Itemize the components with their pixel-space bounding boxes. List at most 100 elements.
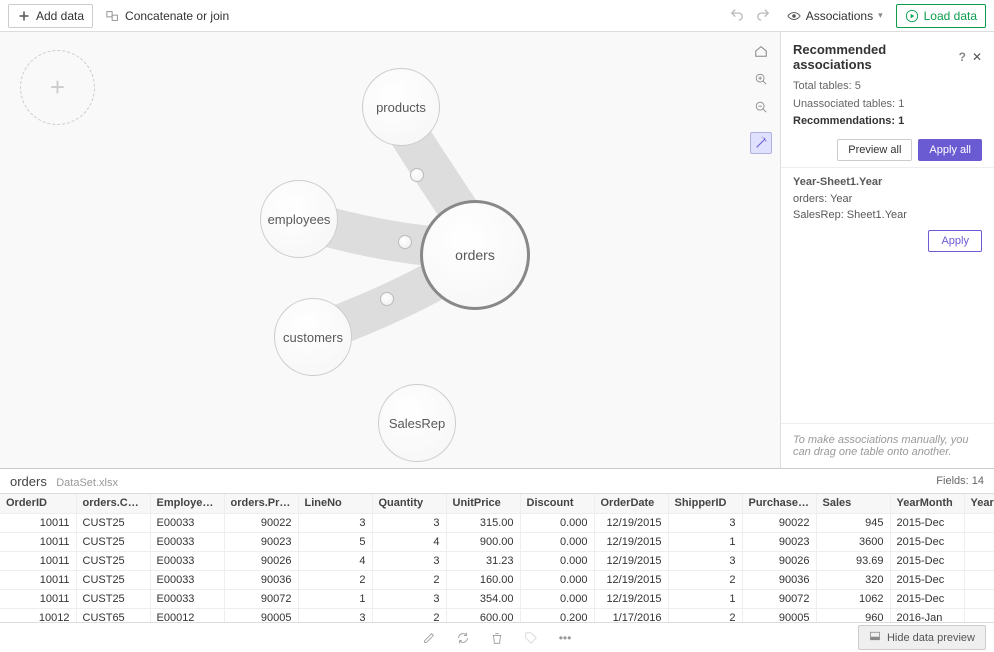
table-node-customers[interactable]: customers [274,298,352,376]
table-column-header[interactable]: Sales [816,494,890,513]
table-column-header[interactable]: EmployeeKey [150,494,224,513]
concatenate-icon [106,9,120,23]
table-column-header[interactable]: UnitPrice [446,494,520,513]
tag-icon[interactable] [523,630,539,646]
recommendation-item[interactable]: Year-Sheet1.Year orders: Year SalesRep: … [781,167,994,260]
table-column-header[interactable]: orders.Cust... [76,494,150,513]
table-cell: 4 [372,532,446,551]
association-joint[interactable] [410,168,424,182]
zoom-out-icon[interactable] [750,96,772,118]
table-cell: 10011 [0,589,76,608]
table-node-orders[interactable]: orders [420,200,530,310]
table-cell: 945 [816,513,890,532]
total-tables-label: Total tables: [793,80,852,92]
recommendations-panel: Recommended associations ? ✕ Total table… [780,32,994,468]
canvas-tools [750,40,772,154]
table-cell: 2 [668,570,742,589]
toolbar-left: Add data Concatenate or join [8,4,238,28]
undo-icon[interactable] [726,3,748,28]
table-cell: 2015-Dec [890,513,964,532]
canvas[interactable]: + orders products employees customers Sa… [0,32,780,468]
plus-icon: + [50,72,65,103]
table-row[interactable]: 10011CUST25E00033900264331.230.00012/19/… [0,551,994,570]
table-node-products[interactable]: products [362,68,440,146]
table-row[interactable]: 10011CUST25E000339002354900.000.00012/19… [0,532,994,551]
preview-fields-count: Fields: 14 [936,475,984,487]
apply-all-button[interactable]: Apply all [918,139,982,161]
association-joint[interactable] [398,235,412,249]
node-label: employees [268,212,331,227]
table-cell: CUST25 [76,570,150,589]
table-column-header[interactable]: ShipperID [668,494,742,513]
delete-icon[interactable] [489,630,505,646]
edit-icon[interactable] [421,630,437,646]
table-cell: 354.00 [446,589,520,608]
table-cell: 90023 [224,532,298,551]
table-column-header[interactable]: LineNo [298,494,372,513]
node-label: orders [455,247,495,263]
apply-button[interactable]: Apply [928,230,982,252]
table-column-header[interactable]: OrderID [0,494,76,513]
table-column-header[interactable]: orders.Prod... [224,494,298,513]
table-cell: 3 [298,513,372,532]
bottom-icons: ••• [421,630,573,646]
table-cell: 4 [298,551,372,570]
table-cell: 1062 [816,589,890,608]
table-column-header[interactable]: Discount [520,494,594,513]
refresh-icon[interactable] [455,630,471,646]
add-data-label: Add data [36,9,84,23]
close-icon[interactable]: ✕ [972,50,982,64]
magic-wand-icon[interactable] [750,132,772,154]
table-cell: 3 [372,551,446,570]
table-cell: 10011 [0,551,76,570]
table-cell: 2 [372,570,446,589]
zoom-in-icon[interactable] [750,68,772,90]
table-node-employees[interactable]: employees [260,180,338,258]
table-column-header[interactable]: YearMonth [890,494,964,513]
rec-value: 1 [898,115,904,127]
more-icon[interactable]: ••• [557,630,573,646]
panel-footer-hint: To make associations manually, you can d… [781,423,994,468]
table-row[interactable]: 10011CUST25E000339002233315.000.00012/19… [0,513,994,532]
table-cell: 90026 [224,551,298,570]
panel-title: Recommended associations [793,42,959,72]
table-column-header[interactable]: PurchasedP... [742,494,816,513]
help-icon[interactable]: ? [959,50,966,64]
toolbar-right: Associations ▾ Load data [726,3,986,28]
associations-dropdown[interactable]: Associations ▾ [778,4,892,28]
preview-file-name: DataSet.xlsx [56,477,118,489]
add-table-circle[interactable]: + [20,50,95,125]
table-node-salesrep[interactable]: SalesRep [378,384,456,462]
preview-all-button[interactable]: Preview all [837,139,912,161]
hide-preview-label: Hide data preview [887,632,975,644]
table-cell: 2015-Dec [890,551,964,570]
main-area: + orders products employees customers Sa… [0,32,994,468]
table-cell: 3 [668,513,742,532]
eye-icon [787,9,801,23]
table-row[interactable]: 10011CUST25E000339003622160.000.00012/19… [0,570,994,589]
associations-label: Associations [806,9,873,23]
table-cell: 12/19/2015 [594,589,668,608]
table-column-header[interactable]: Year [964,494,994,513]
table-cell: 10011 [0,532,76,551]
table-cell: 3 [668,551,742,570]
table-cell: 1 [668,589,742,608]
node-label: customers [283,330,343,345]
table-column-header[interactable]: Quantity [372,494,446,513]
rec-item-line: SalesRep: Sheet1.Year [793,207,982,224]
home-icon[interactable] [750,40,772,62]
table-cell: 3 [372,513,446,532]
add-data-button[interactable]: Add data [8,4,93,28]
table-row[interactable]: 10011CUST25E000339007213354.000.00012/19… [0,589,994,608]
association-joint[interactable] [380,292,394,306]
concatenate-button[interactable]: Concatenate or join [97,4,238,28]
node-label: products [376,100,426,115]
table-cell: 12/19/2015 [594,570,668,589]
redo-icon[interactable] [752,3,774,28]
table-cell [964,532,994,551]
hide-preview-button[interactable]: Hide data preview [858,625,986,650]
table-cell: E00033 [150,513,224,532]
load-data-button[interactable]: Load data [896,4,986,28]
panel-stats: Total tables: 5 Unassociated tables: 1 R… [793,78,982,131]
table-column-header[interactable]: OrderDate [594,494,668,513]
